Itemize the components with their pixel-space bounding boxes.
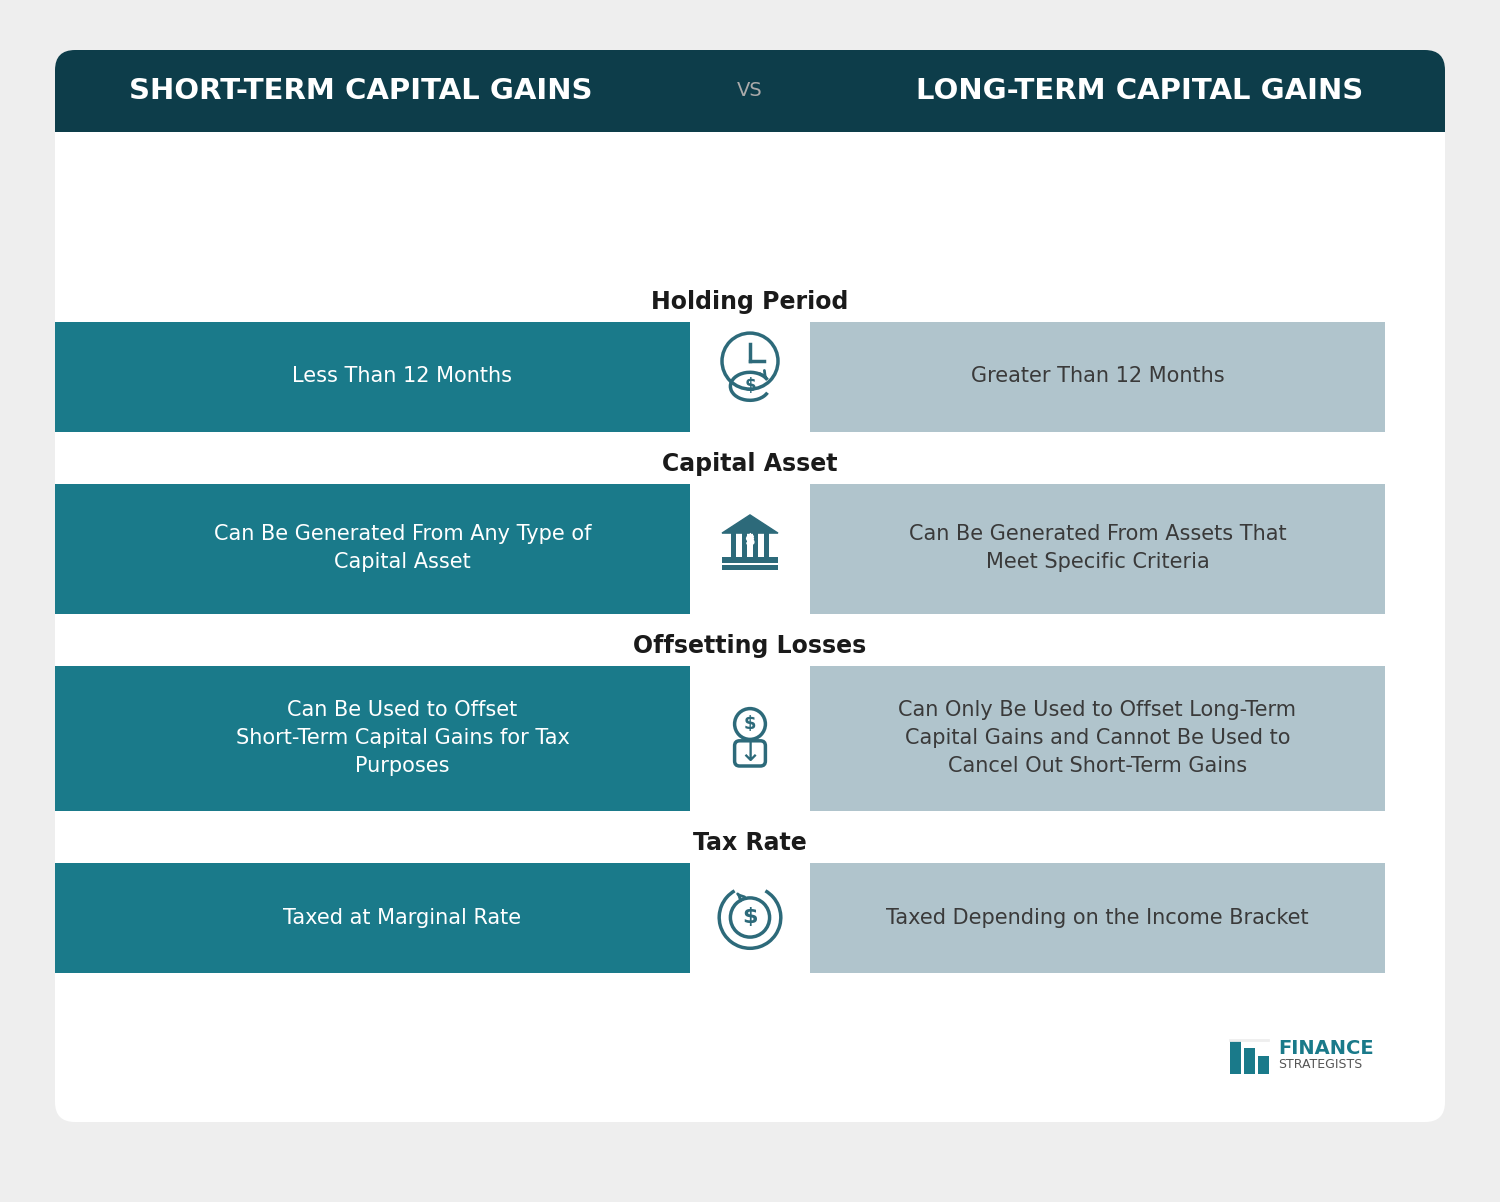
Bar: [765, 534, 770, 558]
Text: ↓: ↓: [738, 739, 762, 767]
Text: $: $: [742, 908, 758, 928]
Bar: [810, 321, 1384, 432]
Text: Can Be Used to Offset
Short-Term Capital Gains for Tax
Purposes: Can Be Used to Offset Short-Term Capital…: [236, 700, 570, 776]
Text: Capital Asset: Capital Asset: [663, 452, 837, 476]
Text: $: $: [744, 377, 756, 395]
Text: $: $: [744, 715, 756, 733]
Bar: [1244, 1048, 1256, 1075]
Text: SHORT-TERM CAPITAL GAINS: SHORT-TERM CAPITAL GAINS: [129, 77, 592, 105]
FancyBboxPatch shape: [56, 50, 1444, 1121]
Bar: [690, 666, 810, 810]
Text: Can Be Generated From Any Type of
Capital Asset: Can Be Generated From Any Type of Capita…: [213, 524, 591, 572]
Bar: [730, 534, 735, 558]
Bar: [810, 483, 1384, 613]
Text: Can Be Generated From Assets That
Meet Specific Criteria: Can Be Generated From Assets That Meet S…: [909, 524, 1287, 572]
Text: Can Only Be Used to Offset Long-Term
Capital Gains and Cannot Be Used to
Cancel : Can Only Be Used to Offset Long-Term Cap…: [898, 700, 1296, 776]
Text: Greater Than 12 Months: Greater Than 12 Months: [970, 367, 1224, 387]
Bar: [810, 666, 1384, 810]
Bar: [690, 321, 810, 432]
Text: LONG-TERM CAPITAL GAINS: LONG-TERM CAPITAL GAINS: [915, 77, 1364, 105]
Text: $: $: [744, 532, 756, 548]
Bar: [56, 91, 1444, 132]
Text: STRATEGISTS: STRATEGISTS: [1278, 1058, 1362, 1071]
Bar: [1230, 1040, 1240, 1075]
Bar: [753, 534, 758, 558]
Polygon shape: [722, 514, 778, 534]
Bar: [690, 483, 810, 613]
Bar: [56, 321, 750, 432]
Bar: [56, 483, 750, 613]
Text: Offsetting Losses: Offsetting Losses: [633, 633, 867, 657]
Bar: [690, 863, 810, 972]
Bar: [1258, 1057, 1269, 1075]
Text: FINANCE: FINANCE: [1278, 1039, 1374, 1058]
Bar: [722, 558, 778, 563]
Text: Holding Period: Holding Period: [651, 290, 849, 314]
Text: Taxed Depending on the Income Bracket: Taxed Depending on the Income Bracket: [886, 908, 1310, 928]
Bar: [722, 565, 778, 570]
Bar: [56, 863, 750, 972]
Text: Less Than 12 Months: Less Than 12 Months: [292, 367, 513, 387]
Bar: [742, 534, 747, 558]
Text: Taxed at Marginal Rate: Taxed at Marginal Rate: [284, 908, 522, 928]
Text: VS: VS: [736, 82, 764, 101]
Bar: [810, 863, 1384, 972]
Text: Tax Rate: Tax Rate: [693, 831, 807, 855]
Bar: [56, 666, 750, 810]
FancyBboxPatch shape: [56, 50, 1444, 132]
